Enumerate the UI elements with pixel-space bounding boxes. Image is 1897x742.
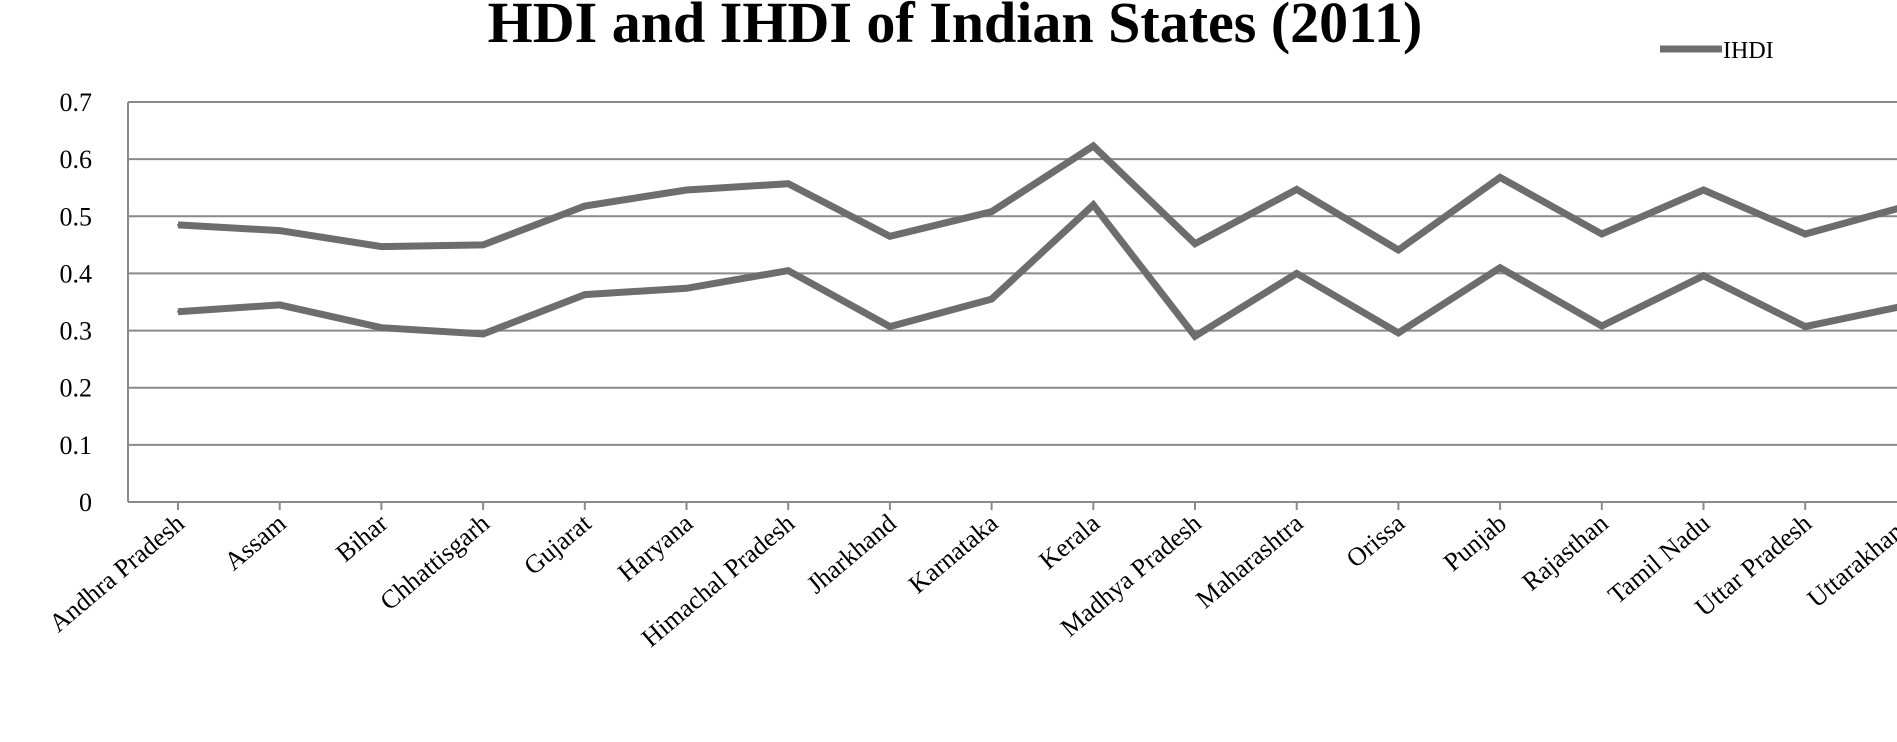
data-point <box>583 205 586 207</box>
data-point <box>278 303 281 306</box>
x-category-label: Uttarakhand <box>1802 508 1897 613</box>
data-point <box>1600 325 1603 327</box>
y-tick-label: 0.4 <box>60 259 93 288</box>
data-point <box>1702 274 1705 277</box>
legend: IHDI <box>1660 38 1774 64</box>
x-category-label: Andhra Pradesh <box>43 508 189 637</box>
chart-title: HDI and IHDI of Indian States (2011) <box>488 0 1423 55</box>
series-line-1 <box>177 141 1897 255</box>
x-category-label: Assam <box>219 508 292 576</box>
y-axis-tick-labels: 0 0.1 0.2 0.3 0.4 0.5 0.6 0.7 <box>60 88 93 517</box>
y-tick-label: 0.6 <box>60 145 93 174</box>
x-category-label: Haryana <box>612 508 698 587</box>
data-point <box>177 223 179 226</box>
gridlines <box>128 101 1897 446</box>
axes <box>127 102 1897 510</box>
y-tick-label: 0.3 <box>60 317 93 346</box>
data-point <box>1194 335 1196 338</box>
x-category-label: Kerala <box>1033 508 1105 575</box>
data-point <box>380 245 383 248</box>
data-point <box>1804 233 1807 235</box>
data-point <box>787 269 790 272</box>
data-point <box>1804 325 1807 328</box>
x-category-label: Chhattisgarh <box>375 508 495 616</box>
data-point <box>583 293 586 296</box>
y-tick-label: 0.5 <box>60 202 93 231</box>
data-point <box>1092 203 1095 206</box>
y-tick-label: 0.7 <box>60 88 93 117</box>
data-point <box>685 189 688 191</box>
data-point <box>888 235 891 238</box>
x-category-label: Karnataka <box>903 508 1004 599</box>
data-point <box>1397 331 1400 334</box>
data-point <box>1295 272 1298 275</box>
x-category-label: Punjab <box>1438 508 1512 577</box>
legend-label: IHDI <box>1723 38 1774 64</box>
data-point <box>482 333 485 335</box>
data-point <box>380 326 383 329</box>
data-point <box>1600 233 1603 235</box>
data-point <box>278 229 281 232</box>
data-point <box>1499 176 1502 179</box>
data-point <box>1092 145 1095 147</box>
data-point <box>1702 189 1705 191</box>
series-line-2 <box>177 199 1897 341</box>
data-point <box>888 325 891 328</box>
data-point <box>990 298 993 301</box>
y-tick-label: 0 <box>79 488 92 517</box>
x-category-label: Orissa <box>1341 508 1411 573</box>
x-category-label: Maharashtra <box>1190 508 1309 614</box>
data-point <box>1499 266 1502 269</box>
data-point <box>1397 249 1400 251</box>
x-category-label: Rajasthan <box>1516 508 1613 596</box>
data-point <box>685 287 688 290</box>
y-tick-label: 0.1 <box>60 431 93 460</box>
data-point <box>990 210 993 213</box>
data-point <box>1194 242 1196 245</box>
x-category-label: Bihar <box>330 508 393 568</box>
x-category-label: Jharkhand <box>801 508 901 599</box>
data-point <box>1295 188 1298 191</box>
y-tick-label: 0.2 <box>60 374 93 403</box>
data-point <box>482 243 485 246</box>
data-point <box>787 182 790 185</box>
series-lines <box>177 141 1897 341</box>
data-point <box>177 310 179 313</box>
x-category-label: Gujarat <box>518 508 597 581</box>
